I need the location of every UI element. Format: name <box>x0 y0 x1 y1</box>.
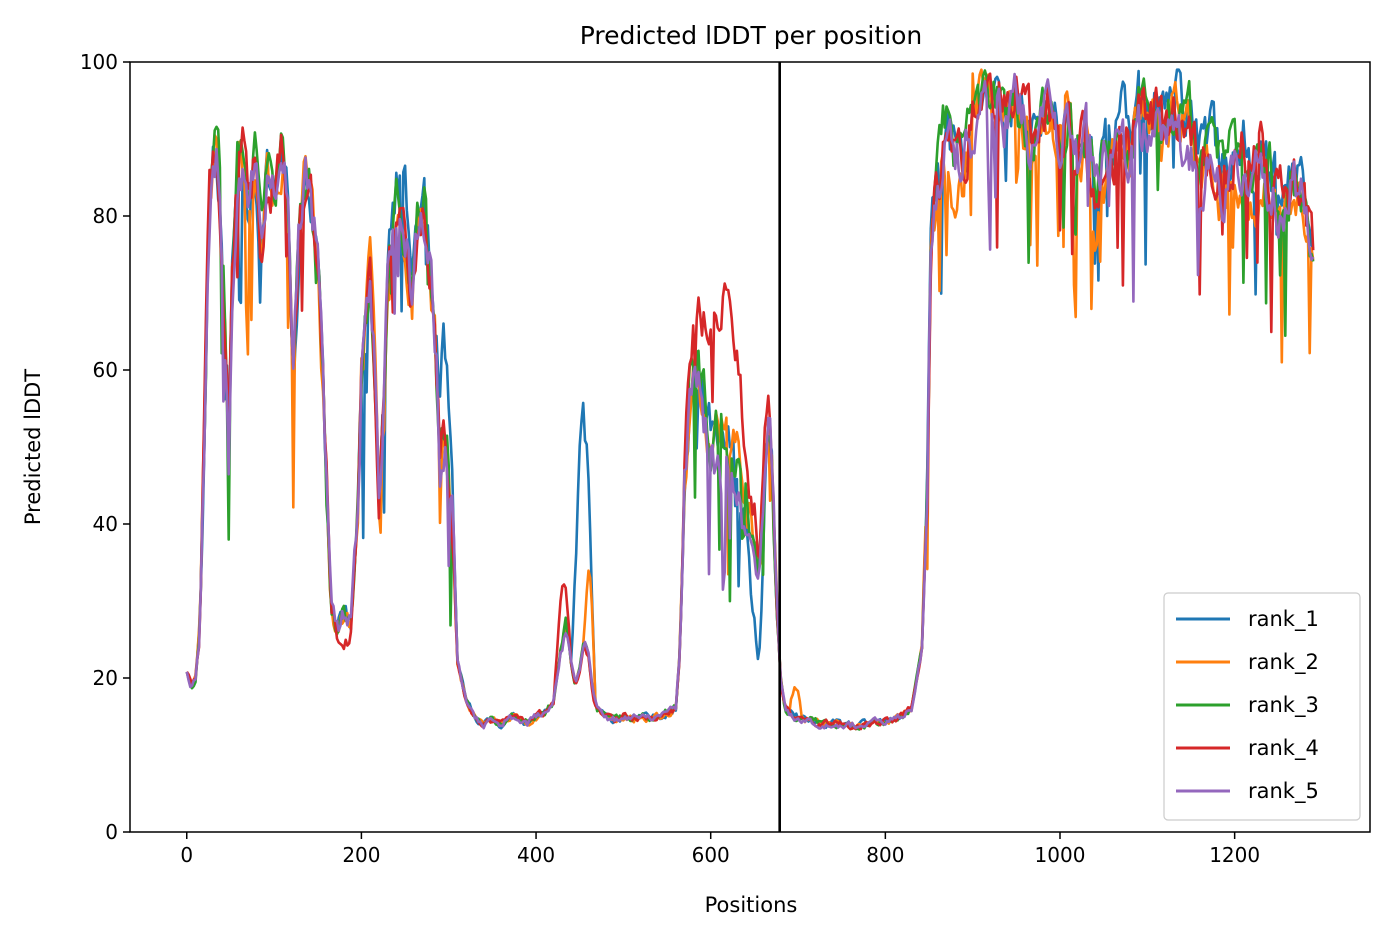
series-layer <box>185 68 1315 731</box>
y-axis-ticks: 0 20 40 60 80 100 <box>80 50 130 844</box>
x-tick-label: 200 <box>342 843 380 867</box>
legend-label-rank_5: rank_5 <box>1248 779 1319 804</box>
series-line-rank_5 <box>185 72 1315 730</box>
y-tick-label: 20 <box>93 666 118 690</box>
legend-box <box>1163 592 1361 821</box>
series-line-rank_1 <box>185 68 1315 730</box>
x-tick-label: 0 <box>180 843 193 867</box>
y-tick-label: 80 <box>93 204 118 228</box>
x-tick-label: 1000 <box>1035 843 1086 867</box>
y-tick-label: 60 <box>93 358 118 382</box>
y-tick-label: 0 <box>105 820 118 844</box>
legend-label-rank_3: rank_3 <box>1248 693 1319 718</box>
legend: rank_1 rank_2 rank_3 rank_4 rank_5 <box>1163 592 1361 821</box>
x-tick-label: 600 <box>692 843 730 867</box>
plot-area <box>129 61 1371 833</box>
axes-frame <box>129 61 1371 833</box>
y-tick-label: 40 <box>93 512 118 536</box>
y-tick-label: 100 <box>80 50 118 74</box>
y-axis-label: Predicted lDDT <box>21 369 45 525</box>
legend-label-rank_1: rank_1 <box>1248 607 1319 632</box>
legend-label-rank_2: rank_2 <box>1248 650 1319 675</box>
x-tick-label: 400 <box>517 843 555 867</box>
x-axis-label: Positions <box>705 893 798 917</box>
legend-label-rank_4: rank_4 <box>1248 736 1319 761</box>
chart-title: Predicted lDDT per position <box>580 21 922 50</box>
x-tick-label: 1200 <box>1209 843 1260 867</box>
x-axis-ticks: 0 200 400 600 800 1000 1200 <box>180 832 1260 867</box>
x-tick-label: 800 <box>866 843 904 867</box>
